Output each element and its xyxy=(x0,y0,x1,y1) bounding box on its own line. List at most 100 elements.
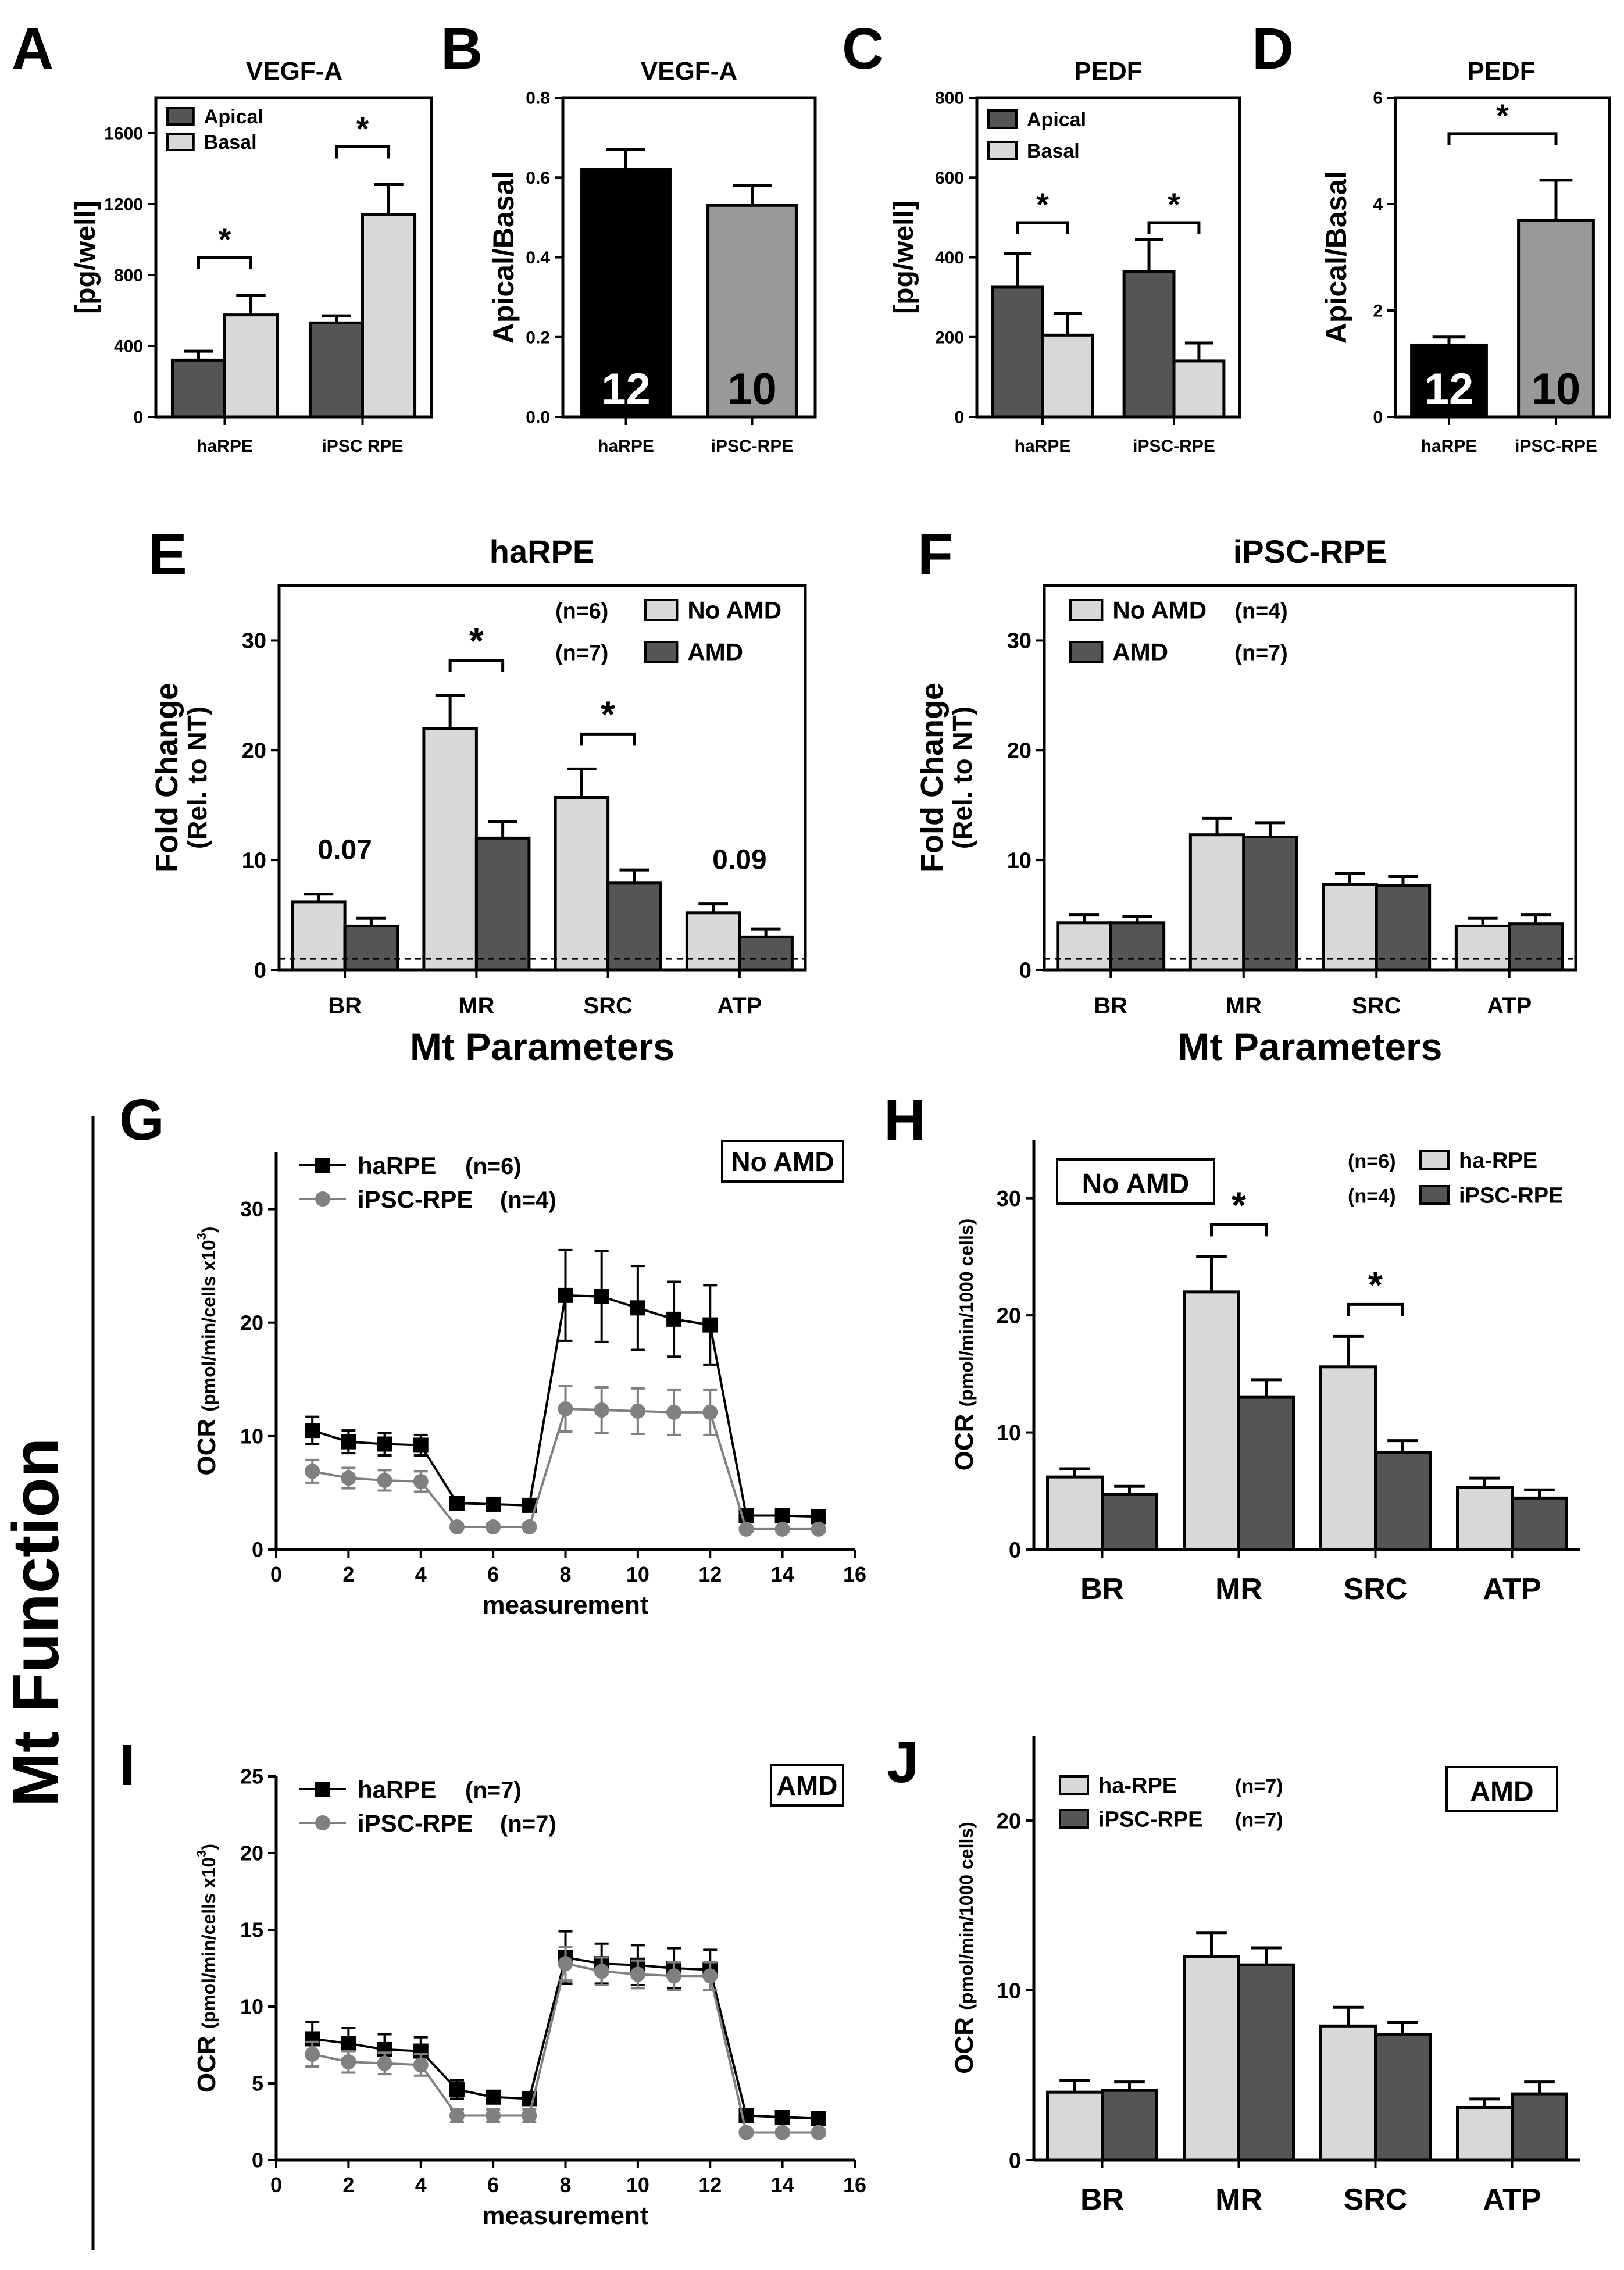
panel-G: 0 10 20 30 G 0 2 4 6 8 10 12 14 16 measurement OCR (pmo… xyxy=(119,1087,866,1619)
data-point xyxy=(558,1287,573,1303)
y-axis-label: Fold Change xyxy=(915,683,950,873)
bar-n-label: 12 xyxy=(1425,365,1474,414)
y-axis-label: Apical/Basal xyxy=(1320,171,1352,344)
x-tick-label: haRPE xyxy=(598,437,654,456)
x-tick-label: ATP xyxy=(1483,2183,1541,2217)
legend-n: (n=7) xyxy=(1235,1775,1283,1797)
y-label-unit: (pmol/min/1000 cells) xyxy=(956,1219,977,1407)
condition-label: AMD xyxy=(777,1771,838,1801)
legend-swatch xyxy=(987,141,1018,160)
p-value-label: 0.09 xyxy=(712,845,766,876)
bar-amd xyxy=(1242,835,1298,972)
x-tick-label: ATP xyxy=(717,993,762,1019)
y-tick-label: 20 xyxy=(997,1304,1021,1328)
y-tick-label: 5 xyxy=(252,2072,263,2096)
significance-star: * xyxy=(1232,1184,1246,1226)
y-tick-label: 25 xyxy=(240,1765,263,1789)
significance-bracket xyxy=(1447,132,1558,145)
significance-star: * xyxy=(469,620,484,662)
bar-ha-rpe xyxy=(1183,1290,1240,1551)
y-axis-label: [pg/well] xyxy=(888,201,919,314)
chart-title: iPSC-RPE xyxy=(1233,533,1387,570)
legend-n: (n=4) xyxy=(1348,1185,1396,1207)
bar-ipsc-rpe xyxy=(1237,1395,1295,1551)
panel-letter: F xyxy=(918,522,953,587)
bar-apical xyxy=(991,285,1044,419)
y-axis-label-2: (Rel. to NT) xyxy=(947,706,977,849)
x-tick-label: 6 xyxy=(487,1562,499,1586)
bar-ipsc-rpe xyxy=(1511,1496,1568,1551)
y-tick-label: 400 xyxy=(935,248,964,267)
chart-title: PEDF xyxy=(1467,57,1535,85)
data-point xyxy=(666,1968,682,1984)
bar-amd xyxy=(606,881,662,972)
x-tick-label: 12 xyxy=(698,1562,722,1586)
section-label: Mt Function xyxy=(0,1438,72,1807)
bar-no-amd xyxy=(685,911,741,972)
data-point xyxy=(449,1495,465,1511)
legend-label: AMD xyxy=(1112,638,1168,666)
data-point xyxy=(305,2046,320,2062)
significance-star: * xyxy=(601,693,615,735)
y-label-main: OCR xyxy=(192,1412,221,1476)
bar-no-amd xyxy=(554,795,610,972)
x-tick-label: SRC xyxy=(583,993,632,1019)
panel-A: 0 400 800 1200 1600 haRPE iPSC RPE VEGF-A A [pg/w… xyxy=(12,16,433,456)
significance-bracket xyxy=(1147,221,1201,234)
y-axis-label: OCR (pmol/min/1000 cells) xyxy=(950,1822,979,2074)
x-tick-label: 10 xyxy=(626,1562,649,1586)
y-tick-label: 0.4 xyxy=(526,248,550,267)
significance-star: * xyxy=(356,110,369,147)
legend-marker xyxy=(315,1158,330,1173)
data-point xyxy=(305,1423,320,1439)
data-point xyxy=(449,1519,465,1534)
data-point xyxy=(594,1402,609,1418)
data-point xyxy=(811,1521,826,1537)
y-tick-label: 10 xyxy=(240,1995,263,2019)
y-label-main: OCR xyxy=(950,2010,979,2074)
data-point xyxy=(594,1289,609,1304)
bar-basal xyxy=(223,313,279,419)
legend-marker xyxy=(315,1782,330,1797)
significance-bracket xyxy=(197,256,253,270)
x-tick-label: 10 xyxy=(626,2173,649,2197)
x-tick-label: 8 xyxy=(559,2173,571,2197)
data-point xyxy=(486,1496,501,1512)
legend-swatch xyxy=(644,641,679,663)
bar-ha-rpe xyxy=(1183,1955,1240,2162)
y-label-main: OCR xyxy=(192,2029,221,2093)
x-axis-label: measurement xyxy=(482,2201,648,2230)
plot-frame xyxy=(1394,96,1611,419)
data-point xyxy=(377,1436,392,1452)
y-tick-label: 30 xyxy=(997,1187,1021,1211)
significance-bracket xyxy=(580,732,636,746)
y-tick-label: 20 xyxy=(997,1809,1021,1833)
legend-label: haRPE xyxy=(358,1152,436,1179)
bar-apical xyxy=(170,358,226,419)
x-tick-label: MR xyxy=(1226,993,1262,1019)
x-tick-label: 0 xyxy=(270,2173,282,2197)
data-point xyxy=(413,1437,429,1453)
plot-frame xyxy=(1043,584,1577,972)
legend-label: iPSC-RPE xyxy=(358,1186,473,1213)
y-label-unit: (pmol/min/1000 cells) xyxy=(956,1822,977,2010)
bar-no-amd xyxy=(422,727,478,972)
panel-letter: C xyxy=(842,16,884,81)
data-point xyxy=(486,2089,501,2105)
bar-amd xyxy=(738,935,794,972)
legend-swatch xyxy=(166,107,195,126)
data-point xyxy=(630,1300,645,1316)
bar-amd xyxy=(1508,922,1564,972)
x-tick-label: 0 xyxy=(270,1562,282,1586)
legend-n: (n=7) xyxy=(500,1811,556,1837)
significance-star: * xyxy=(219,221,231,258)
data-point xyxy=(305,1464,320,1479)
y-tick-label: 0.6 xyxy=(526,169,550,188)
bar-ipsc-rpe xyxy=(1374,2033,1432,2162)
panel-letter: E xyxy=(148,522,187,587)
y-tick-label: 0.2 xyxy=(526,328,550,347)
panel-I: 0 5 10 15 20 25 I 0 2 4 6 8 10 12 14 16 measurement OCR (… xyxy=(119,1733,866,2230)
data-point xyxy=(811,2125,826,2140)
y-label-end: ) xyxy=(198,1844,219,1850)
bar-apical xyxy=(1122,270,1176,419)
